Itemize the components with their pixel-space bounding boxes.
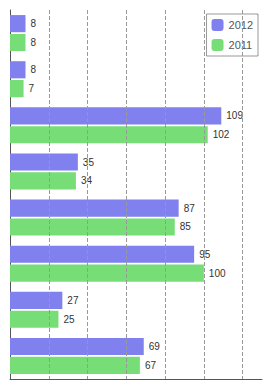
svg-text:67: 67	[145, 360, 157, 371]
svg-text:2011: 2011	[229, 39, 253, 51]
svg-text:7: 7	[29, 83, 35, 94]
svg-text:25: 25	[63, 314, 75, 325]
svg-text:69: 69	[149, 341, 161, 352]
svg-text:8: 8	[31, 64, 37, 75]
svg-text:8: 8	[31, 18, 37, 29]
svg-text:85: 85	[180, 221, 192, 232]
svg-text:2012: 2012	[229, 19, 253, 31]
svg-text:27: 27	[67, 295, 79, 306]
svg-text:109: 109	[226, 110, 243, 121]
svg-text:35: 35	[83, 157, 95, 168]
svg-text:102: 102	[213, 129, 230, 140]
svg-text:95: 95	[199, 248, 211, 260]
svg-text:87: 87	[184, 203, 196, 214]
svg-text:100: 100	[209, 268, 226, 279]
svg-text:8: 8	[31, 37, 37, 48]
svg-text:34: 34	[81, 175, 93, 186]
